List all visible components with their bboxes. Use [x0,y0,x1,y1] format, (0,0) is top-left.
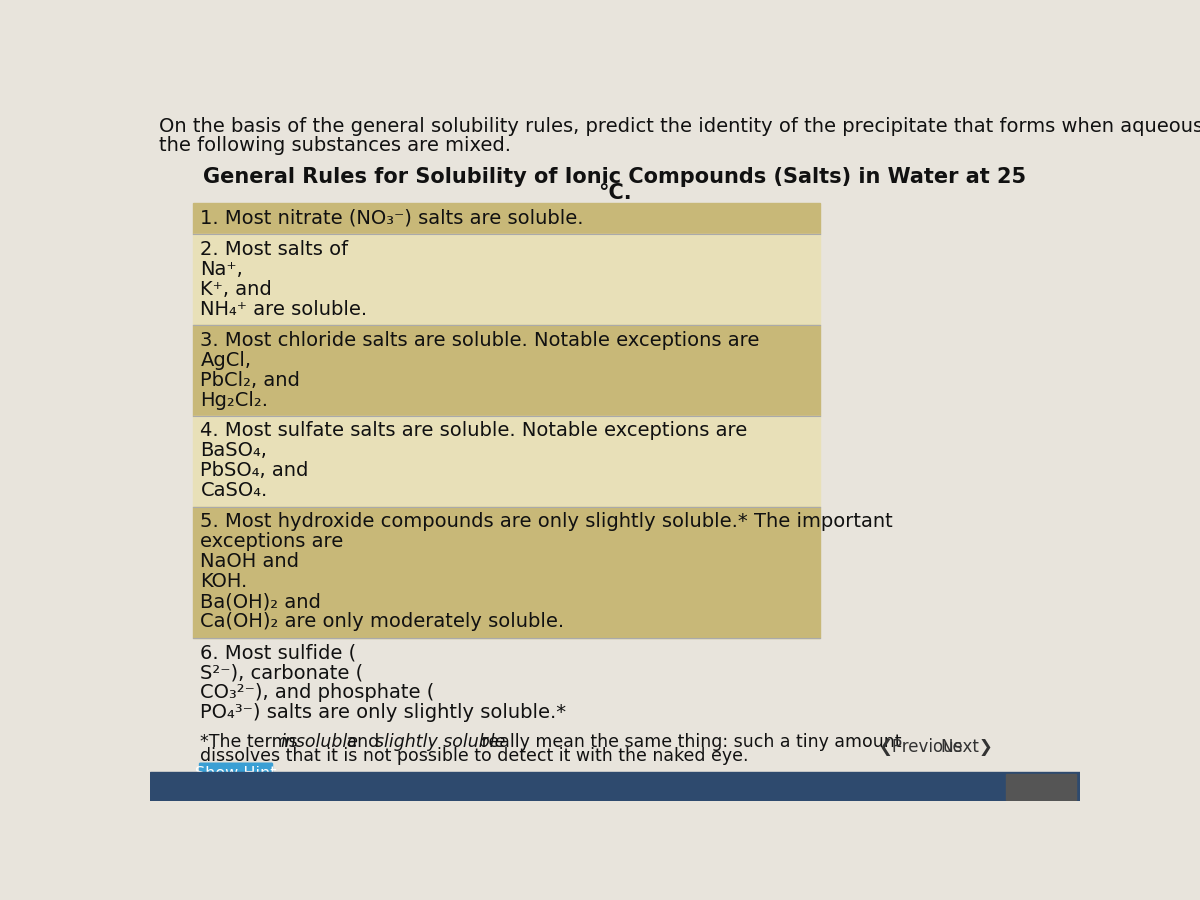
Text: On the basis of the general solubility rules, predict the identity of the precip: On the basis of the general solubility r… [160,117,1200,136]
Text: 3. Most chloride salts are soluble. Notable exceptions are: 3. Most chloride salts are soluble. Nota… [200,330,760,349]
Text: PbSO₄, and: PbSO₄, and [200,462,308,481]
Bar [1007,774,1076,800]
Text: ❮Previous: ❮Previous [878,738,962,756]
Text: 5. Most hydroxide compounds are only slightly soluble.* The important: 5. Most hydroxide compounds are only sli… [200,512,893,531]
Bar [193,507,821,638]
Text: °C.: °C. [598,184,632,203]
Bar [193,234,821,325]
Text: Next❯: Next❯ [932,778,985,796]
Text: BaSO₄,: BaSO₄, [200,441,268,461]
Text: Next❯: Next❯ [941,738,994,756]
Text: General Rules for Solubility of Ionic Compounds (Salts) in Water at 25: General Rules for Solubility of Ionic Co… [204,166,1026,186]
Text: NaOH and: NaOH and [200,553,299,572]
Bar [150,771,1080,809]
Text: Ca(OH)₂ are only moderately soluble.: Ca(OH)₂ are only moderately soluble. [200,612,564,632]
Text: Na⁺,: Na⁺, [200,260,244,279]
Text: K⁺, and: K⁺, and [200,280,272,299]
Text: Ba(OH)₂ and: Ba(OH)₂ and [200,592,322,611]
Text: really mean the same thing: such a tiny amount: really mean the same thing: such a tiny … [475,734,901,752]
Bar [193,325,821,416]
Text: PO₄³⁻) salts are only slightly soluble.*: PO₄³⁻) salts are only slightly soluble.* [200,703,566,722]
Text: PbCl₂, and: PbCl₂, and [200,371,300,390]
Text: Save and: Save and [1004,778,1079,794]
Text: 2. Most salts of: 2. Most salts of [200,239,348,258]
Text: dissolves that it is not possible to detect it with the naked eye.: dissolves that it is not possible to det… [200,747,749,765]
Bar [193,203,821,234]
Text: KOH.: KOH. [200,572,247,591]
Bar [193,416,821,507]
Text: *The terms: *The terms [200,734,304,752]
Text: CaSO₄.: CaSO₄. [200,482,268,500]
Text: the following substances are mixed.: the following substances are mixed. [160,136,511,155]
Text: AgCl,: AgCl, [200,350,251,370]
Text: 1. Most nitrate (NO₃⁻) salts are soluble.: 1. Most nitrate (NO₃⁻) salts are soluble… [200,209,584,228]
Text: 4. Most sulfate salts are soluble. Notable exceptions are: 4. Most sulfate salts are soluble. Notab… [200,421,748,440]
Text: and: and [341,734,384,752]
Text: Hg₂Cl₂.: Hg₂Cl₂. [200,391,269,410]
Text: Show Hint: Show Hint [196,766,277,781]
Text: ❮Previous: ❮Previous [871,778,955,796]
Text: CO₃²⁻), and phosphate (: CO₃²⁻), and phosphate ( [200,683,434,702]
Text: S²⁻), carbonate (: S²⁻), carbonate ( [200,663,364,682]
Text: 6. Most sulfide (: 6. Most sulfide ( [200,644,356,662]
FancyBboxPatch shape [199,762,274,784]
Text: slightly soluble: slightly soluble [374,734,505,752]
Text: exceptions are: exceptions are [200,532,343,552]
Text: insoluble: insoluble [281,734,359,752]
Text: NH₄⁺ are soluble.: NH₄⁺ are soluble. [200,300,367,319]
